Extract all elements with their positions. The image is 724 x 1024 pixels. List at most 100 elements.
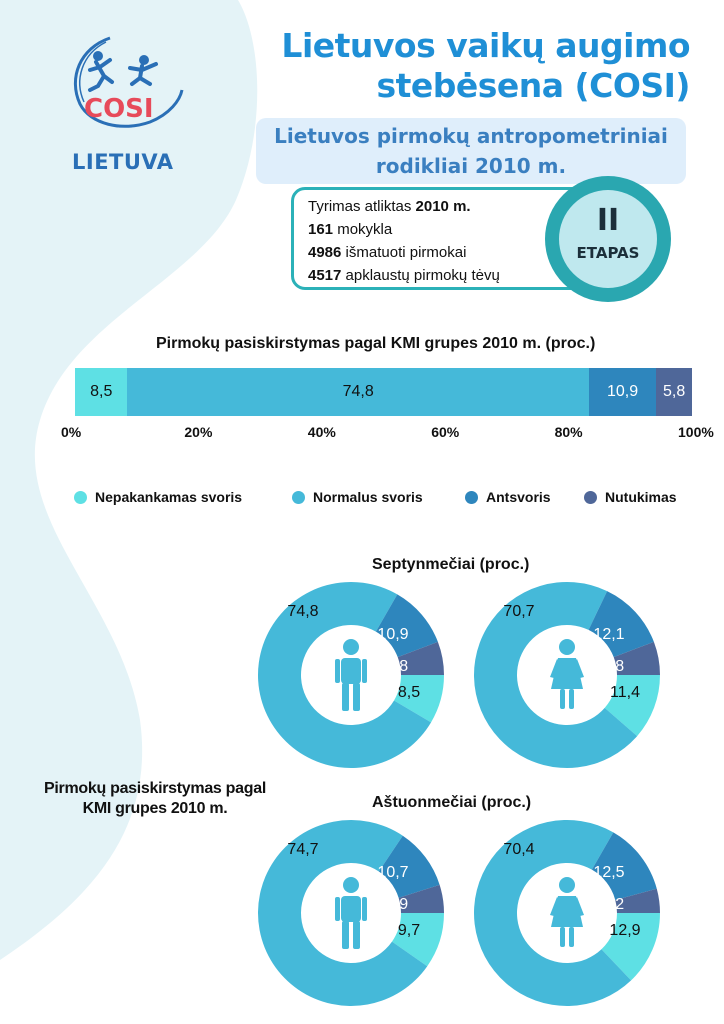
figure-arm-right xyxy=(574,659,584,678)
figure-leg-left xyxy=(560,689,565,709)
legend-item: Normalus svoris xyxy=(292,489,423,505)
bar-segment-4: 5,8 xyxy=(656,368,692,416)
figure-arm-right xyxy=(574,897,584,916)
figure-arm-left xyxy=(550,897,560,916)
donut-slice xyxy=(604,675,660,737)
donut-slice xyxy=(394,675,444,723)
info-line-year: Tyrimas atliktas 2010 m. xyxy=(308,198,471,215)
cosi-logo-icon xyxy=(74,36,184,128)
legend-item: Nepakankamas svoris xyxy=(74,489,242,505)
stage-number: II xyxy=(596,203,620,238)
donut-slice xyxy=(601,913,660,981)
figure-head xyxy=(343,639,359,655)
figure-arm-right xyxy=(362,897,367,921)
legend-swatch xyxy=(292,490,305,504)
donut-slice xyxy=(398,884,445,913)
donut-slice xyxy=(591,832,657,900)
page-subtitle-line2: rodikliai 2010 m. xyxy=(375,154,567,178)
figure-dress xyxy=(551,658,583,689)
study-info-box: Tyrimas atliktas 2010 m. 161 mokykla 498… xyxy=(291,187,591,290)
donut-slice xyxy=(474,582,638,768)
legend-label: Normalus svoris xyxy=(313,489,423,505)
legend-label: Nutukimas xyxy=(605,489,677,505)
donut-group-title-8: Aštuonmečiai (proc.) xyxy=(372,794,532,811)
figure-head xyxy=(343,877,359,893)
bar-segment-3: 10,9 xyxy=(588,368,657,416)
boy-figure-icon xyxy=(335,877,367,949)
boy-figure-icon xyxy=(335,639,367,711)
figure-torso xyxy=(341,896,361,922)
figure-head xyxy=(559,877,575,893)
donut-slice xyxy=(613,641,660,675)
bar-chart-title: Pirmokų pasiskirstymas pagal KMI grupes … xyxy=(156,335,596,352)
figure-leg-right xyxy=(569,689,574,709)
donut-value-label: 4,2 xyxy=(602,896,624,913)
donut-slice xyxy=(375,594,438,658)
donut-slice xyxy=(615,888,660,913)
x-tick-label: 80% xyxy=(554,424,583,440)
page-title: Lietuvos vaikų augimo stebėsena (COSI) xyxy=(250,26,690,106)
donut-slice xyxy=(397,641,445,675)
figure-arm-left xyxy=(335,659,340,683)
legend-item: Nutukimas xyxy=(584,489,677,505)
donut-slice xyxy=(474,820,632,1006)
bar-segment-1: 8,5 xyxy=(75,368,128,416)
stage-badge: II ETAPAS xyxy=(545,176,671,302)
legend-swatch xyxy=(584,490,597,504)
x-tick-label: 0% xyxy=(61,424,82,440)
donut-value-label: 9,7 xyxy=(398,922,420,939)
donut-slice xyxy=(258,582,432,769)
donut-value-label: 70,7 xyxy=(503,603,534,620)
girl-figure-icon xyxy=(550,639,584,709)
figure-leg-left xyxy=(342,921,349,949)
page-title-line1: Lietuvos vaikų augimo xyxy=(281,26,690,65)
x-tick-label: 60% xyxy=(431,424,460,440)
donut-value-label: 4,9 xyxy=(386,896,408,913)
legend-label: Nepakankamas svoris xyxy=(95,489,243,505)
figure-leg-right xyxy=(353,683,360,711)
x-tick-label: 20% xyxy=(184,424,213,440)
girl-figure-icon xyxy=(550,877,584,947)
figure-head xyxy=(559,639,575,655)
figure-torso xyxy=(341,658,361,684)
donut-value-label: 12,1 xyxy=(593,626,624,643)
donut-value-label: 74,8 xyxy=(287,603,318,620)
info-line-parents: 4517 apklaustų pirmokų tėvų xyxy=(308,267,500,284)
x-tick-label: 100% xyxy=(678,424,714,440)
donut-value-label: 70,4 xyxy=(503,841,534,858)
stage-label: ETAPAS xyxy=(576,244,640,262)
left-note-line2: KMI grupes 2010 m. xyxy=(82,800,228,817)
figure-dress xyxy=(551,896,583,927)
donut-value-label: 10,7 xyxy=(377,864,408,881)
figure-arm-left xyxy=(550,659,560,678)
donut-slice xyxy=(378,835,440,898)
donut-value-label: 5,8 xyxy=(386,658,408,675)
left-note: Pirmokų pasiskirstymas pagal KMI grupes … xyxy=(20,779,290,819)
legend-label: Antsvoris xyxy=(486,489,551,505)
x-tick-label: 40% xyxy=(307,424,336,440)
figure-arm-left xyxy=(335,897,340,921)
bar-segment-2: 74,8 xyxy=(127,368,589,416)
page-subtitle: Lietuvos pirmokų antropometriniai rodikl… xyxy=(256,118,686,184)
logo-cosi-text: COSI xyxy=(84,94,154,124)
donut-value-label: 11,4 xyxy=(610,684,640,701)
page-title-line2: stebėsena (COSI) xyxy=(376,66,690,105)
info-line-measured: 4986 išmatuoti pirmokai xyxy=(308,244,467,261)
donut-slice xyxy=(258,820,428,1007)
legend-swatch xyxy=(465,490,478,504)
figure-leg-left xyxy=(560,927,565,947)
stage-badge-inner: II ETAPAS xyxy=(559,190,657,288)
donut-value-label: 74,7 xyxy=(287,841,318,858)
figure-leg-right xyxy=(353,921,360,949)
page-subtitle-line1: Lietuvos pirmokų antropometriniai xyxy=(274,124,668,148)
left-note-line1: Pirmokų pasiskirstymas pagal xyxy=(44,780,266,797)
logo-country-text: LIETUVA xyxy=(72,150,174,174)
figure-leg-right xyxy=(569,927,574,947)
donut-value-label: 10,9 xyxy=(377,626,408,643)
info-line-schools: 161 mokykla xyxy=(308,221,393,238)
donut-value-label: 12,9 xyxy=(609,922,640,939)
donut-slice xyxy=(588,591,654,658)
donut-value-label: 8,5 xyxy=(398,684,420,701)
donut-slice xyxy=(391,913,445,967)
